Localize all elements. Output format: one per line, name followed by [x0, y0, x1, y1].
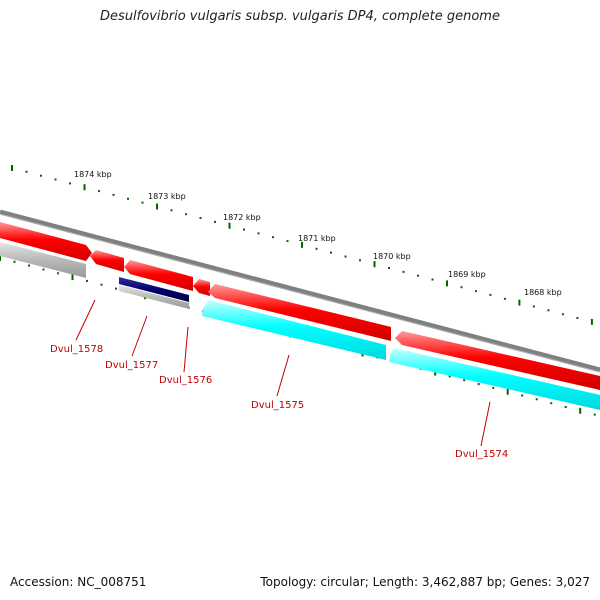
- kbp-label-1869: 1869 kbp: [448, 270, 486, 279]
- gene-label-dvul-1576[interactable]: Dvul_1576: [159, 375, 212, 386]
- cds-forward-3[interactable]: [124, 260, 193, 291]
- gray-feature-2[interactable]: [119, 285, 189, 309]
- kbp-label-1874: 1874 kbp: [74, 170, 112, 179]
- leader-dvul-1574: [480, 401, 491, 447]
- topology-text: Topology: circular; Length: 3,462,887 bp…: [260, 575, 590, 589]
- leader-dvul-1578: [75, 299, 96, 341]
- cds-forward-1[interactable]: [0, 222, 92, 261]
- reverse-strand-features: [0, 242, 600, 410]
- scale-labels: 1874 kbp 1873 kbp 1872 kbp 1871 kbp 1870…: [74, 170, 562, 297]
- leader-dvul-1575: [276, 354, 290, 397]
- kbp-label-1871: 1871 kbp: [298, 234, 336, 243]
- accession-text: Accession: NC_008751: [10, 575, 147, 589]
- gene-labels: Dvul_1578 Dvul_1577 Dvul_1576 Dvul_1575 …: [50, 344, 508, 460]
- cds-forward-5[interactable]: [208, 284, 391, 341]
- gene-label-dvul-1575[interactable]: Dvul_1575: [251, 400, 304, 411]
- gene-leaders: [75, 299, 491, 447]
- leader-dvul-1576: [183, 326, 189, 373]
- backbone-highlight: [0, 213, 600, 373]
- kbp-label-1872: 1872 kbp: [223, 213, 261, 222]
- kbp-label-1873: 1873 kbp: [148, 192, 186, 201]
- cds-reverse-2[interactable]: [389, 348, 600, 410]
- gene-label-dvul-1578[interactable]: Dvul_1578: [50, 344, 103, 355]
- cds-forward-6[interactable]: [395, 331, 600, 390]
- gene-label-dvul-1574[interactable]: Dvul_1574: [455, 449, 508, 460]
- leader-dvul-1577: [131, 315, 148, 357]
- kbp-label-1868: 1868 kbp: [524, 288, 562, 297]
- scale-ticks-outer: [11, 165, 593, 325]
- gene-label-dvul-1577[interactable]: Dvul_1577: [105, 360, 158, 371]
- kbp-label-1870: 1870 kbp: [373, 252, 411, 261]
- cds-forward-2[interactable]: [90, 250, 124, 272]
- gray-feature-1[interactable]: [0, 242, 86, 278]
- cds-reverse-1[interactable]: [202, 300, 386, 360]
- map-title: Desulfovibrio vulgaris subsp. vulgaris D…: [100, 9, 500, 24]
- cds-forward-4[interactable]: [193, 279, 210, 296]
- genome-backbone: [0, 209, 600, 373]
- navy-feature[interactable]: [119, 277, 189, 302]
- forward-strand-features: [0, 222, 600, 390]
